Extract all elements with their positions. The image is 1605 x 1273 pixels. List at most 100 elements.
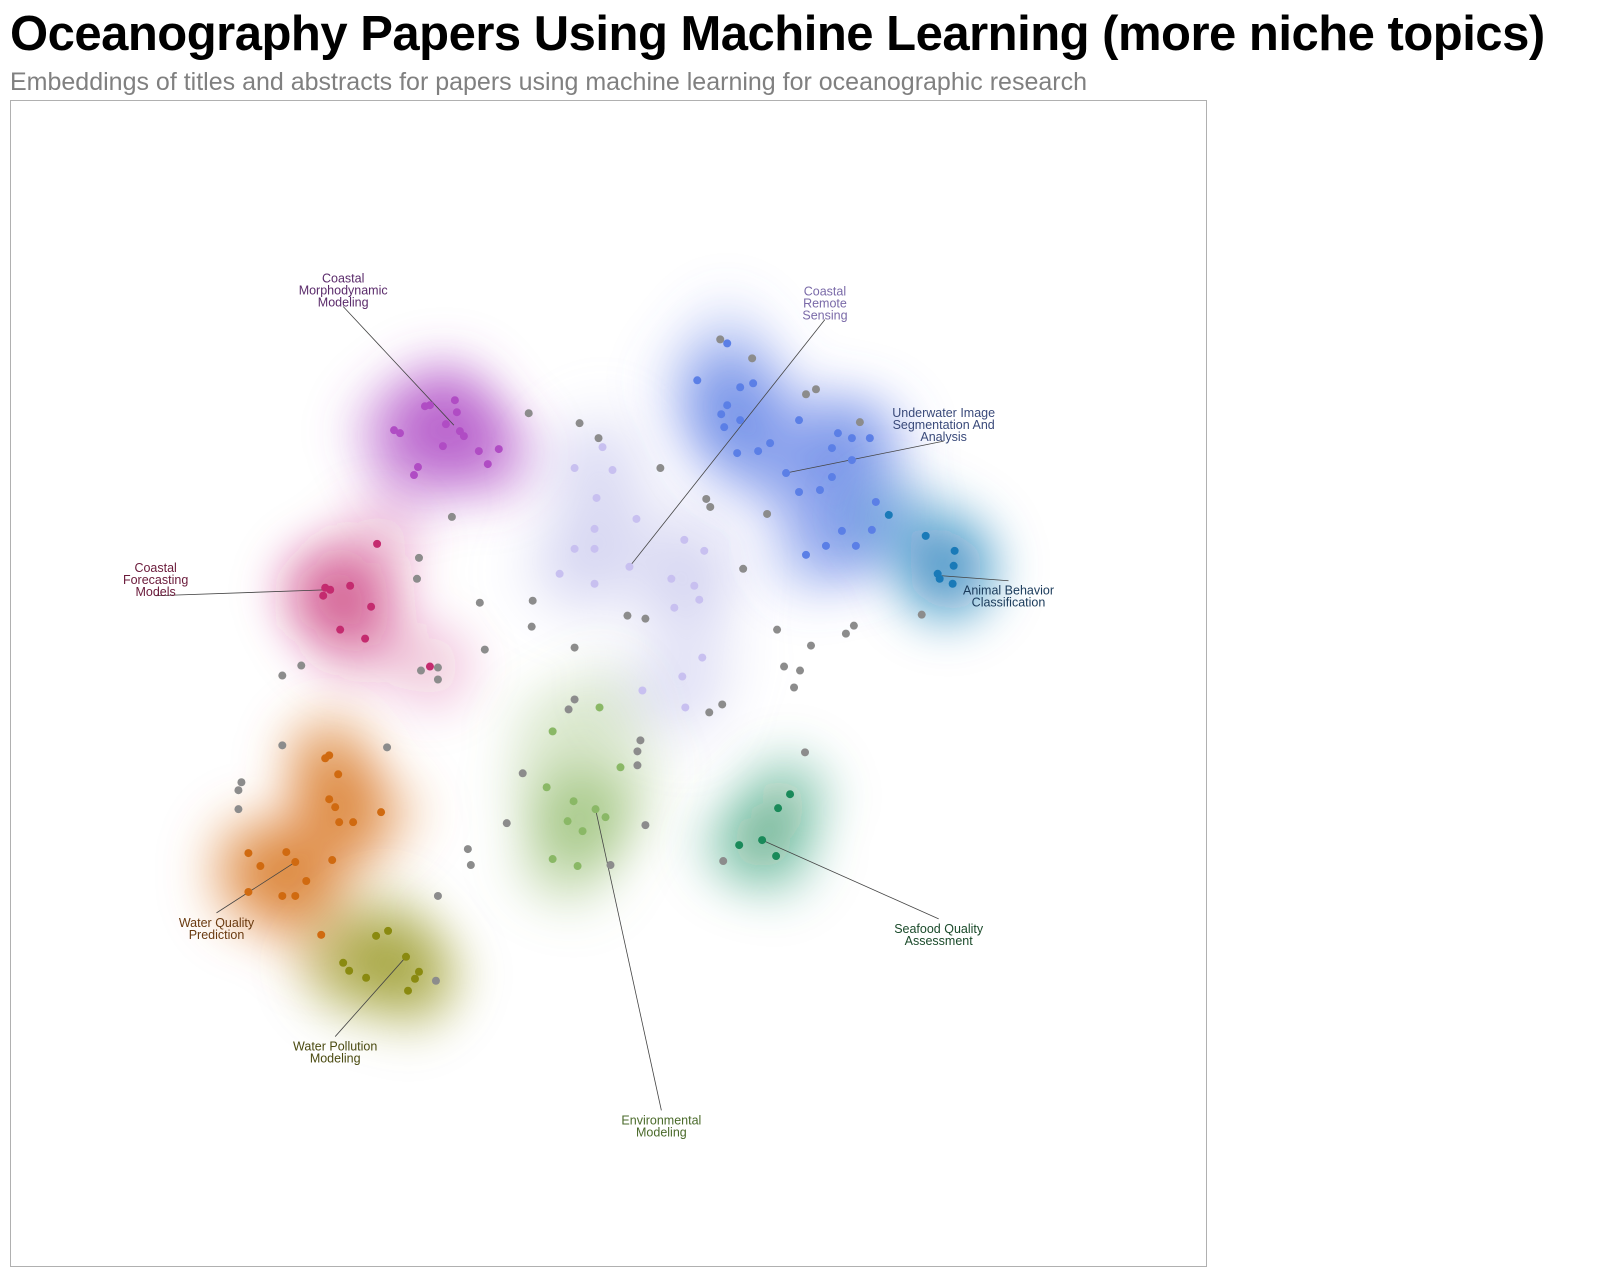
noise-point xyxy=(297,661,306,670)
point-seafood-quality-assessment xyxy=(758,836,767,845)
noise-point xyxy=(702,494,711,503)
noise-point xyxy=(763,509,772,518)
point-underwater-image-segmentation-and-analysis xyxy=(717,410,726,419)
point-coastal-remote-sensing xyxy=(690,581,699,590)
plot-area[interactable]: Coastal Morphodynamic Modeling Coastal Forec… xyxy=(10,100,1207,1267)
point-underwater-image-segmentation-and-analysis xyxy=(795,416,804,425)
noise-point xyxy=(633,747,642,756)
noise-point xyxy=(705,708,714,717)
point-water-quality-prediction xyxy=(317,930,326,939)
leader-lines xyxy=(155,306,1009,1111)
point-underwater-image-segmentation-and-analysis xyxy=(754,447,763,456)
noise-point xyxy=(719,857,728,866)
noise-point xyxy=(278,671,287,680)
point-coastal-remote-sensing xyxy=(592,493,601,502)
point-water-quality-prediction xyxy=(282,848,291,857)
noise-point xyxy=(433,675,442,684)
leader-water-pollution-modeling xyxy=(334,956,407,1037)
noise-point xyxy=(780,662,789,671)
noise-point xyxy=(739,564,748,573)
point-coastal-remote-sensing xyxy=(555,569,564,578)
point-coastal-remote-sensing xyxy=(608,466,617,475)
point-coastal-forecasting-models xyxy=(373,539,382,548)
point-water-quality-prediction xyxy=(256,862,265,871)
point-environmental-modeling xyxy=(569,797,578,806)
point-underwater-image-segmentation-and-analysis xyxy=(833,429,842,438)
noise-point xyxy=(528,596,537,605)
noise-point xyxy=(748,354,757,363)
noise-point xyxy=(527,622,536,631)
point-coastal-morphodynamic-modeling xyxy=(390,426,399,435)
noise-point xyxy=(412,574,421,583)
noise-point xyxy=(570,695,579,704)
point-water-pollution-modeling xyxy=(404,986,413,995)
noise-point xyxy=(431,976,440,985)
point-coastal-forecasting-models xyxy=(425,662,434,671)
point-coastal-morphodynamic-modeling xyxy=(474,447,483,456)
noise-point xyxy=(447,512,456,521)
point-water-pollution-modeling xyxy=(339,958,348,967)
noise-point xyxy=(466,861,475,870)
noise-point xyxy=(480,645,489,654)
chart-title: Oceanography Papers Using Machine Learni… xyxy=(10,7,1545,61)
label-animal-behavior-classification: Animal Behavior Classification xyxy=(963,584,1054,610)
noise-point xyxy=(237,778,246,787)
point-coastal-remote-sensing xyxy=(632,514,641,523)
noise-point xyxy=(278,741,287,750)
point-coastal-remote-sensing xyxy=(670,603,679,612)
point-coastal-forecasting-models xyxy=(361,634,370,643)
noise-point xyxy=(773,625,782,634)
point-coastal-remote-sensing xyxy=(590,544,599,553)
point-underwater-image-segmentation-and-analysis xyxy=(847,456,856,465)
noise-point xyxy=(656,464,665,473)
point-underwater-image-segmentation-and-analysis xyxy=(847,434,856,443)
point-underwater-image-segmentation-and-analysis xyxy=(733,449,742,458)
point-coastal-remote-sensing xyxy=(700,546,709,555)
point-coastal-remote-sensing xyxy=(695,595,704,604)
point-coastal-morphodynamic-modeling xyxy=(452,408,461,417)
point-underwater-image-segmentation-and-analysis xyxy=(827,444,836,453)
label-seafood-quality-assessment: Seafood Quality Assessment xyxy=(894,922,984,948)
point-coastal-remote-sensing xyxy=(638,686,647,695)
point-coastal-morphodynamic-modeling xyxy=(413,463,422,472)
point-underwater-image-segmentation-and-analysis xyxy=(795,487,804,496)
point-underwater-image-segmentation-and-analysis xyxy=(723,401,732,410)
noise-point xyxy=(790,683,799,692)
noise-point xyxy=(502,819,511,828)
noise-point xyxy=(801,748,810,757)
noise-point xyxy=(796,666,805,675)
label-water-pollution-modeling: Water Pollution Modeling xyxy=(293,1040,377,1066)
point-environmental-modeling xyxy=(548,727,557,736)
point-underwater-image-segmentation-and-analysis xyxy=(782,469,791,478)
point-coastal-forecasting-models xyxy=(326,585,335,594)
cluster-labels: Coastal Morphodynamic Modeling Coastal Forec… xyxy=(123,272,1054,1140)
point-environmental-modeling xyxy=(595,703,604,712)
point-water-quality-prediction xyxy=(244,849,253,858)
noise-point xyxy=(463,845,472,854)
label-coastal-forecasting-models: Coastal Forecasting Models xyxy=(123,561,188,599)
noise-point xyxy=(811,385,820,394)
label-coastal-morphodynamic-modeling: Coastal Morphodynamic Modeling xyxy=(299,272,388,310)
point-environmental-modeling xyxy=(542,783,551,792)
scatter-plot[interactable]: Coastal Morphodynamic Modeling Coastal Forec… xyxy=(11,101,1208,1268)
noise-point xyxy=(383,743,392,752)
point-underwater-image-segmentation-and-analysis xyxy=(723,339,732,348)
leader-coastal-morphodynamic-modeling xyxy=(342,306,455,426)
point-water-quality-prediction xyxy=(349,818,358,827)
noise-point xyxy=(433,891,442,900)
point-water-quality-prediction xyxy=(291,891,300,900)
point-water-quality-prediction xyxy=(278,891,287,900)
noise-point xyxy=(570,643,579,652)
point-animal-behavior-classification xyxy=(949,561,958,570)
point-underwater-image-segmentation-and-analysis xyxy=(871,497,880,506)
point-coastal-morphodynamic-modeling xyxy=(441,420,450,429)
point-seafood-quality-assessment xyxy=(786,790,795,799)
point-coastal-remote-sensing xyxy=(678,672,687,681)
noise-point xyxy=(433,663,442,672)
point-coastal-remote-sensing xyxy=(680,535,689,544)
point-coastal-remote-sensing xyxy=(698,653,707,662)
leader-coastal-remote-sensing xyxy=(629,319,826,568)
point-coastal-morphodynamic-modeling xyxy=(396,429,405,438)
unclustered-points xyxy=(234,335,926,985)
point-seafood-quality-assessment xyxy=(772,852,781,861)
